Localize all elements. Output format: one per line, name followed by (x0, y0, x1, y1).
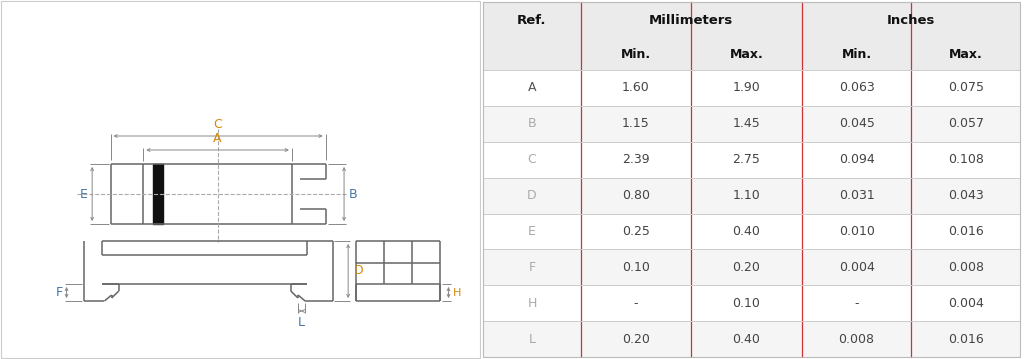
Text: 0.075: 0.075 (947, 81, 984, 94)
Text: Ref.: Ref. (517, 14, 547, 28)
Text: -: - (634, 297, 638, 310)
Text: F: F (528, 261, 536, 274)
Text: 0.043: 0.043 (948, 189, 983, 202)
Text: 0.004: 0.004 (947, 297, 984, 310)
Text: 0.20: 0.20 (622, 332, 650, 346)
Bar (483, 214, 1020, 250)
Text: 0.40: 0.40 (732, 332, 761, 346)
Text: C: C (527, 153, 537, 166)
Text: E: E (528, 225, 536, 238)
Bar (483, 142, 1020, 178)
Text: Inches: Inches (887, 14, 935, 28)
Text: 1.60: 1.60 (622, 81, 650, 94)
Text: 2.75: 2.75 (732, 153, 761, 166)
Text: 0.045: 0.045 (839, 117, 874, 130)
Text: D: D (353, 265, 362, 278)
Text: Max.: Max. (730, 48, 763, 61)
Text: 0.016: 0.016 (948, 332, 983, 346)
Bar (483, 106, 1020, 142)
Bar (483, 321, 1020, 357)
Text: 0.10: 0.10 (622, 261, 650, 274)
Text: 1.10: 1.10 (732, 189, 761, 202)
Text: 0.010: 0.010 (839, 225, 874, 238)
Text: C: C (214, 118, 222, 131)
Text: L: L (528, 332, 536, 346)
Text: 1.90: 1.90 (732, 81, 761, 94)
Bar (483, 70, 1020, 106)
Bar (483, 250, 1020, 285)
Text: A: A (213, 132, 222, 145)
Text: 0.016: 0.016 (948, 225, 983, 238)
Bar (483, 2, 1020, 70)
Text: 0.80: 0.80 (622, 189, 650, 202)
Text: 0.008: 0.008 (839, 332, 874, 346)
Text: 0.094: 0.094 (839, 153, 874, 166)
Text: E: E (80, 187, 88, 200)
Text: 0.008: 0.008 (947, 261, 984, 274)
Text: 2.39: 2.39 (623, 153, 649, 166)
Text: 0.063: 0.063 (839, 81, 874, 94)
Text: B: B (527, 117, 537, 130)
Text: Millimeters: Millimeters (649, 14, 733, 28)
Text: L: L (298, 316, 305, 329)
Text: A: A (527, 81, 537, 94)
Text: 1.15: 1.15 (622, 117, 650, 130)
Text: D: D (527, 189, 537, 202)
Text: 0.40: 0.40 (732, 225, 761, 238)
Text: H: H (527, 297, 537, 310)
Text: H: H (453, 288, 461, 298)
Text: 0.031: 0.031 (839, 189, 874, 202)
Text: F: F (55, 286, 62, 299)
Bar (483, 285, 1020, 321)
Text: 0.25: 0.25 (622, 225, 650, 238)
Text: B: B (349, 187, 357, 200)
Text: Min.: Min. (621, 48, 651, 61)
Text: 0.004: 0.004 (839, 261, 874, 274)
Text: 0.20: 0.20 (732, 261, 761, 274)
Text: 0.10: 0.10 (732, 297, 761, 310)
Bar (483, 178, 1020, 214)
Text: -: - (854, 297, 859, 310)
Text: 1.45: 1.45 (732, 117, 761, 130)
Text: 0.057: 0.057 (947, 117, 984, 130)
Text: 0.108: 0.108 (947, 153, 984, 166)
Text: Min.: Min. (842, 48, 871, 61)
Text: Max.: Max. (949, 48, 982, 61)
